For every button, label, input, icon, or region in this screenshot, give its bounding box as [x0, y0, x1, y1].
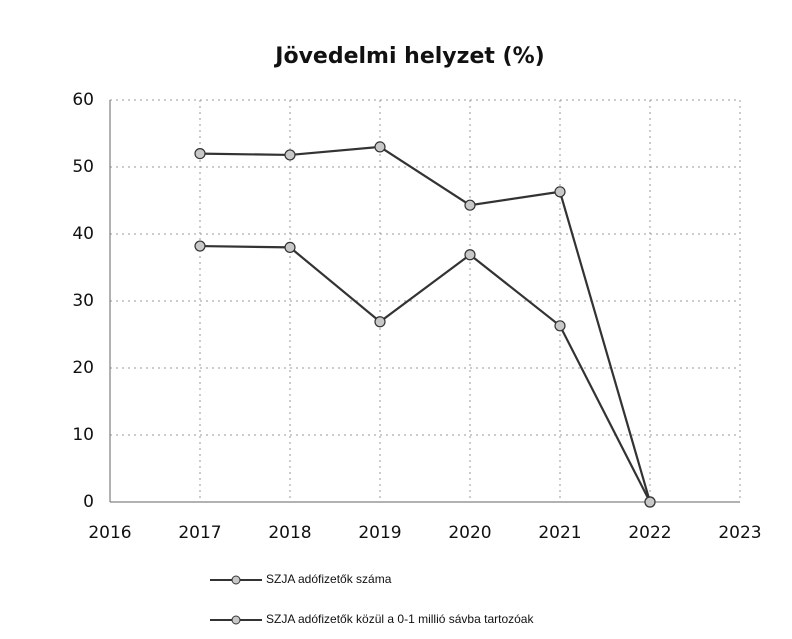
legend-marker — [231, 575, 241, 585]
point — [554, 186, 566, 198]
series-line — [199, 145, 652, 503]
point — [644, 496, 656, 508]
series-line — [199, 244, 651, 503]
point — [284, 149, 296, 161]
point — [284, 241, 296, 253]
y-tick-label: 60 — [72, 90, 94, 110]
x-tick-label: 2021 — [538, 523, 581, 543]
point — [464, 199, 476, 211]
x-tick-label: 2018 — [268, 523, 311, 543]
y-tick-label: 20 — [72, 358, 94, 378]
legend-marker — [231, 615, 241, 625]
legend-label: SZJA adófizetők száma — [266, 572, 392, 586]
x-tick-label: 2022 — [628, 523, 671, 543]
y-tick-label: 50 — [72, 157, 94, 177]
y-tick-label: 30 — [72, 291, 94, 311]
x-tick-label: 2017 — [178, 523, 221, 543]
point — [374, 141, 386, 153]
point — [554, 320, 566, 332]
point — [464, 249, 476, 261]
x-tick-label: 2016 — [88, 523, 131, 543]
x-tick-label: 2023 — [718, 523, 761, 543]
x-tick-label: 2019 — [358, 523, 401, 543]
y-tick-label: 40 — [72, 224, 94, 244]
point — [374, 316, 386, 328]
chart-title: Jövedelmi helyzet (%) — [273, 44, 544, 69]
x-tick-label: 2020 — [448, 523, 491, 543]
y-tick-label: 10 — [72, 425, 94, 445]
point — [194, 240, 206, 252]
legend-label: SZJA adófizetők közül a 0-1 millió sávba… — [266, 612, 534, 626]
point — [194, 148, 206, 160]
y-tick-label: 0 — [83, 492, 94, 512]
legend: SZJA adófizetők száma SZJA adófizetők kö… — [210, 572, 534, 626]
